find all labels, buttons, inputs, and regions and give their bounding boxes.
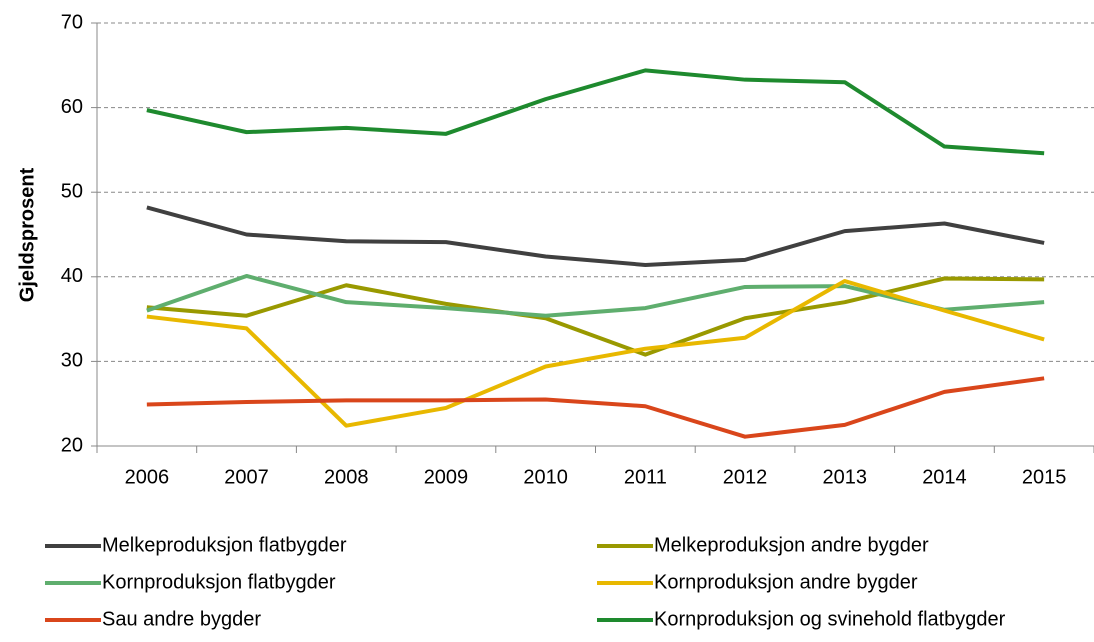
- legend-label: Kornproduksjon andre bygder: [654, 571, 918, 593]
- series-line: [146, 276, 1045, 357]
- x-tick-label: 2011: [624, 466, 667, 488]
- x-tick-label: 2013: [823, 466, 868, 488]
- y-tick-label: 60: [61, 96, 83, 118]
- x-tick-label: 2012: [723, 466, 768, 488]
- y-axis-title: Gjeldsprosent: [16, 167, 38, 302]
- legend-label: Melkeproduksjon andre bygder: [654, 534, 929, 556]
- y-tick-label: 50: [61, 180, 83, 202]
- x-tick-label: 2006: [125, 466, 170, 488]
- x-tick-label: 2014: [922, 466, 967, 488]
- series-line: [146, 205, 1045, 267]
- y-tick-label: 20: [61, 434, 83, 456]
- series-line: [146, 68, 1045, 156]
- x-tick-label: 2009: [424, 466, 469, 488]
- y-tick-label: 40: [61, 265, 83, 287]
- legend-label: Kornproduksjon og svinehold flatbygder: [654, 608, 1006, 630]
- legend-label: Kornproduksjon flatbygder: [102, 571, 336, 593]
- legend-label: Sau andre bygder: [102, 608, 261, 630]
- y-tick-label: 70: [61, 11, 83, 33]
- x-tick-label: 2015: [1022, 466, 1067, 488]
- series-line: [146, 273, 1045, 318]
- x-tick-label: 2007: [224, 466, 269, 488]
- series-line: [146, 376, 1045, 439]
- x-tick-label: 2010: [523, 466, 568, 488]
- legend-label: Melkeproduksjon flatbygder: [102, 534, 347, 556]
- y-tick-label: 30: [61, 350, 83, 372]
- series-line: [146, 279, 1045, 428]
- x-tick-label: 2008: [324, 466, 369, 488]
